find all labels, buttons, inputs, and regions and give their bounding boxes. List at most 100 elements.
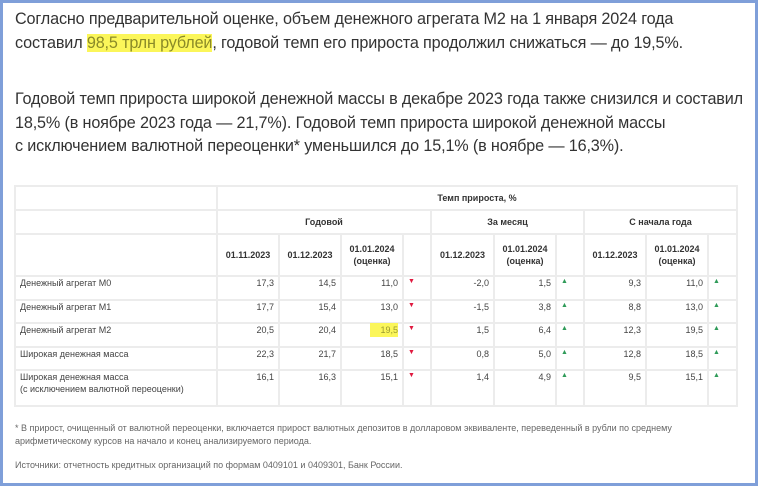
footnote-line: арифметическому курсов на начало и конец… [15,436,312,446]
value-cell: 12,3 [583,322,647,348]
value-cell: 1,5 [430,322,495,348]
value-cell: 1,5 [493,275,557,301]
value-cell: 15,1 [645,369,709,407]
row-label-line: Широкая денежная масса [20,372,129,382]
table-row: Широкая денежная масса 22,3 21,7 18,5 ▼ … [14,346,738,371]
table-row: Денежный агрегат М0 17,3 14,5 11,0 ▼ -2,… [14,275,738,301]
value-cell: 9,3 [583,275,647,301]
paragraph-broad-money: Годовой темп прироста широкой денежной м… [15,88,743,159]
trend-up-icon: ▲ [555,369,585,407]
trend-down-icon: ▼ [402,322,432,348]
footnote: * В прирост, очищенный от валютной перео… [15,422,672,448]
value-cell: 11,0 [340,275,404,301]
value-cell: 16,3 [278,369,342,407]
paragraph-line: Согласно предварительной оценке, объем д… [15,10,674,28]
trend-up-icon: ▲ [555,299,585,324]
value-cell: 22,3 [216,346,280,371]
value-cell: -2,0 [430,275,495,301]
header-empty-cell [14,209,218,235]
row-label: Широкая денежная масса (с исключением вал… [14,369,218,407]
footnote-line: * В прирост, очищенный от валютной перео… [15,423,672,433]
row-label: Денежный агрегат М0 [14,275,218,301]
value-cell: 0,8 [430,346,495,371]
trend-up-icon: ▲ [555,322,585,348]
highlighted-amount: 98,5 трлн рублей [86,33,213,52]
trend-up-icon: ▲ [707,299,738,324]
header-empty-cell [555,233,585,277]
value-cell: 13,0 [340,299,404,324]
money-growth-table: Темп прироста, % Годовой За месяц С нача… [14,185,738,407]
date-header: 01.01.2024 (оценка) [340,233,404,277]
trend-up-icon: ▲ [555,275,585,301]
trend-up-icon: ▲ [707,275,738,301]
header-row-dates: 01.11.2023 01.12.2023 01.01.2024 (оценка)… [14,233,738,277]
text-fragment: , годовой темп его прироста продолжил сн… [212,33,683,52]
value-cell: 13,0 [645,299,709,324]
value-cell: 3,8 [493,299,557,324]
table-title: Темп прироста, % [216,185,738,211]
trend-down-icon: ▼ [402,299,432,324]
paragraph-line: с исключением валютной переоценки* умень… [15,137,624,155]
table-row: Широкая денежная масса (с исключением вал… [14,369,738,407]
value-cell: 17,7 [216,299,280,324]
value-cell: 20,5 [216,322,280,348]
value-cell: 15,4 [278,299,342,324]
value-cell: 20,4 [278,322,342,348]
row-label: Денежный агрегат М2 [14,322,218,348]
trend-down-icon: ▼ [402,346,432,371]
paragraph-line: Годовой темп прироста широкой денежной м… [15,90,743,108]
table-row: Денежный агрегат М2 20,5 20,4 19,5 ▼ 1,5… [14,322,738,348]
estimate-note: (оценка) [353,256,391,266]
header-empty-cell [707,233,738,277]
paragraph-line: составил 98,5 трлн рублей, годовой темп … [15,32,683,56]
date-header: 01.11.2023 [216,233,280,277]
value-cell: 1,4 [430,369,495,407]
date-text: 01.01.2024 [654,244,700,254]
sources-note: Источники: отчетность кредитных организа… [15,460,403,470]
text-fragment: составил [15,33,87,52]
trend-up-icon: ▲ [707,369,738,407]
header-row-title: Темп прироста, % [14,185,738,211]
trend-up-icon: ▲ [555,346,585,371]
paragraph-m2-summary: Согласно предварительной оценке, объем д… [15,8,683,55]
value-cell: 12,8 [583,346,647,371]
value-cell: 8,8 [583,299,647,324]
header-empty-cell [14,185,218,211]
value-cell: -1,5 [430,299,495,324]
value-cell: 18,5 [340,346,404,371]
value-cell: 18,5 [645,346,709,371]
estimate-note: (оценка) [506,256,544,266]
trend-up-icon: ▲ [707,322,738,348]
value-cell: 9,5 [583,369,647,407]
value-cell: 5,0 [493,346,557,371]
row-label-line: (с исключением валютной переоценки) [20,384,184,394]
header-empty-cell [14,233,218,277]
trend-down-icon: ▼ [402,275,432,301]
value-cell: 15,1 [340,369,404,407]
estimate-note: (оценка) [658,256,696,266]
paragraph-line: 18,5% (в ноябре 2023 года — 21,7%). Годо… [15,113,666,132]
group-ytd: С начала года [583,209,738,235]
value-cell: 19,5 [645,322,709,348]
date-text: 01.01.2024 [349,244,395,254]
date-header: 01.12.2023 [430,233,495,277]
trend-down-icon: ▼ [402,369,432,407]
header-row-groups: Годовой За месяц С начала года [14,209,738,235]
value-cell: 6,4 [493,322,557,348]
date-text: 01.01.2024 [502,244,548,254]
value-cell: 17,3 [216,275,280,301]
trend-up-icon: ▲ [707,346,738,371]
date-header: 01.12.2023 [278,233,342,277]
date-header: 01.12.2023 [583,233,647,277]
row-label: Денежный агрегат М1 [14,299,218,324]
date-header: 01.01.2024 (оценка) [493,233,557,277]
table-row: Денежный агрегат М1 17,7 15,4 13,0 ▼ -1,… [14,299,738,324]
date-header: 01.01.2024 (оценка) [645,233,709,277]
value-cell: 16,1 [216,369,280,407]
value-cell: 14,5 [278,275,342,301]
value-cell: 21,7 [278,346,342,371]
header-empty-cell [402,233,432,277]
highlighted-value: 19,5 [370,323,398,337]
group-month: За месяц [430,209,585,235]
